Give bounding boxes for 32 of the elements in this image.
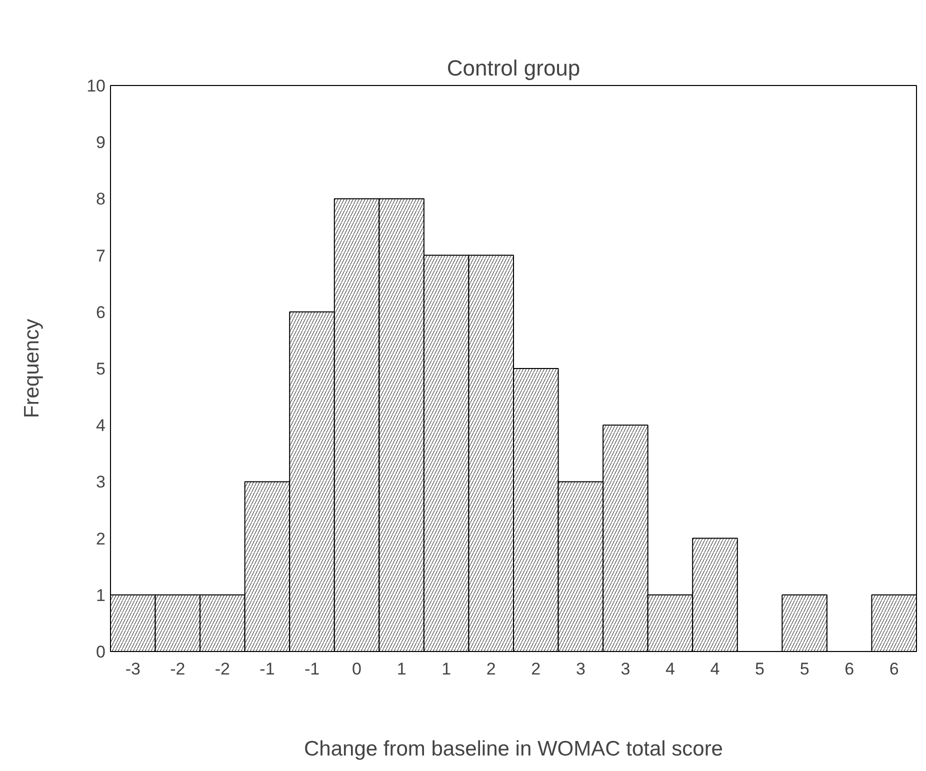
y-tick-label: 10 [86, 76, 106, 96]
x-tick-label: 2 [486, 660, 496, 678]
x-tick-label: 0 [352, 660, 362, 678]
y-axis-title: Frequency [20, 318, 44, 418]
x-tick-label: -3 [125, 660, 140, 678]
x-tick-label: -2 [214, 660, 230, 678]
y-tick-label: 0 [96, 642, 106, 662]
y-tick-label: 9 [96, 133, 106, 152]
x-tick-label: 5 [755, 660, 765, 678]
x-axis-title: Change from baseline in WOMAC total score [304, 738, 724, 760]
x-tick-label: 4 [710, 660, 720, 678]
y-tick-label: 6 [96, 302, 106, 322]
y-tick-label: 7 [96, 246, 106, 266]
x-tick-label: 3 [620, 660, 630, 678]
chart-title: Control group [446, 56, 580, 80]
y-tick-label: 3 [96, 472, 106, 492]
y-tick-label: 2 [96, 529, 106, 548]
x-tick-label: -1 [304, 660, 320, 678]
x-tick-label: 4 [665, 660, 675, 678]
x-tick-label: 2 [531, 660, 541, 678]
x-tick-label: 6 [889, 660, 899, 678]
y-tick-label: 1 [96, 586, 106, 605]
x-tick-label: 1 [442, 660, 452, 678]
x-tick-label: -1 [260, 660, 275, 678]
x-tick-label: 3 [576, 660, 586, 678]
x-tick-label: 1 [396, 660, 406, 678]
x-tick-label: 6 [844, 660, 854, 678]
y-tick-label: 8 [96, 190, 106, 209]
y-tick-label: 5 [96, 360, 106, 378]
x-tick-label: -2 [170, 660, 186, 678]
y-tick-label: 4 [96, 416, 106, 436]
x-tick-label: 5 [800, 660, 810, 678]
